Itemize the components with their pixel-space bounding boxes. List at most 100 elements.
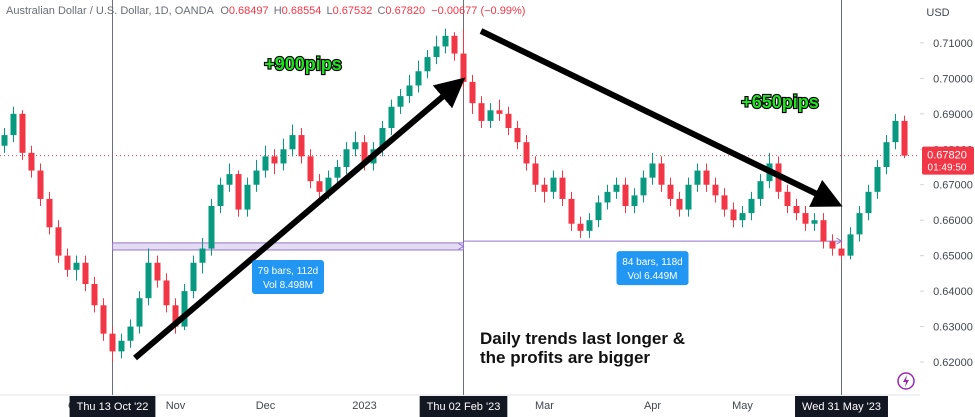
candle-body xyxy=(208,206,215,249)
candle-body xyxy=(172,305,179,327)
candle-body xyxy=(631,195,638,207)
measure-box xyxy=(252,259,324,294)
app-icon[interactable] xyxy=(897,372,915,390)
annotation-note: the profits are bigger xyxy=(480,348,650,367)
candle-body xyxy=(874,167,881,192)
y-tick-label: 0.67000 xyxy=(933,180,973,192)
candle-body xyxy=(388,106,395,129)
x-crosshair-label: Wed 31 May '23 xyxy=(802,401,881,413)
measure-label: 84 bars, 118d xyxy=(622,257,682,268)
candle-body xyxy=(46,198,53,228)
y-tick-label: 0.63000 xyxy=(933,322,973,334)
candle-body xyxy=(343,149,350,168)
candle-body xyxy=(226,174,233,185)
candle-body xyxy=(541,184,548,192)
candle-body xyxy=(883,142,890,168)
ohlc-value: 0.68554 xyxy=(282,5,322,17)
candle-body xyxy=(559,177,566,199)
y-tick-label: 0.71000 xyxy=(933,38,973,50)
candle-body xyxy=(307,156,314,182)
annotation-pips: +650pips xyxy=(741,92,819,112)
candle-body xyxy=(811,220,818,224)
candle-body xyxy=(127,326,134,341)
x-crosshair-label: Thu 02 Feb '23 xyxy=(427,401,501,413)
candle-body xyxy=(442,35,449,47)
candle-body xyxy=(325,177,332,192)
candle-body xyxy=(55,227,62,256)
candle-body xyxy=(577,223,584,231)
x-tick-label: Mar xyxy=(535,400,554,412)
price-axis-bg xyxy=(920,0,975,417)
candle-body xyxy=(334,167,341,178)
candle-body xyxy=(667,184,674,199)
symbol: Australian Dollar / U.S. Dollar, 1D, OAN… xyxy=(6,5,215,17)
ohlc-key: C xyxy=(377,5,385,17)
candle-body xyxy=(451,35,458,54)
candle-body xyxy=(802,213,809,224)
ohlc-value: 0.67820 xyxy=(385,5,425,17)
candle-body xyxy=(424,57,431,72)
x-crosshair-box xyxy=(69,396,156,417)
candle-body xyxy=(748,198,755,214)
candle-body xyxy=(793,206,800,214)
measure-arrow xyxy=(458,243,465,250)
candle-body xyxy=(838,248,845,256)
candle-body xyxy=(64,255,71,270)
ohlc-value: 0.68497 xyxy=(229,5,269,17)
last-price-label: 0.67820 xyxy=(927,150,967,162)
candle-body xyxy=(82,262,89,285)
candle-body xyxy=(640,177,647,196)
ohlc-value: 0.67532 xyxy=(333,5,373,17)
candle-body xyxy=(190,262,197,292)
header: Australian Dollar / U.S. Dollar, 1D, OAN… xyxy=(6,5,525,17)
candle-body xyxy=(253,170,260,185)
y-tick-label: 0.70000 xyxy=(933,73,973,85)
candle-body xyxy=(415,71,422,86)
y-tick-label: 0.69000 xyxy=(933,109,973,121)
candle-body xyxy=(10,113,17,136)
candle-body xyxy=(145,262,152,299)
candle-body xyxy=(163,280,170,306)
candle-body xyxy=(28,152,35,171)
candle-body xyxy=(523,142,530,164)
last-price-box xyxy=(922,146,974,175)
candle-body xyxy=(406,85,413,97)
candle-body xyxy=(649,163,656,178)
ohlc-key: O xyxy=(220,5,229,17)
candle-body xyxy=(676,198,683,210)
candle-body xyxy=(568,198,575,224)
candle-body xyxy=(100,305,107,334)
candle-body xyxy=(721,195,728,210)
candle-body xyxy=(712,184,719,196)
measure-arrow xyxy=(836,237,843,245)
measure-label: Vol 6.449M xyxy=(627,271,677,282)
x-tick-label: May xyxy=(732,400,753,412)
candle-body xyxy=(154,262,161,281)
currency: USD xyxy=(926,7,949,19)
candle-body xyxy=(91,284,98,306)
y-tick-label: 0.62000 xyxy=(933,357,973,369)
candle-body xyxy=(136,298,143,327)
candle-body xyxy=(622,184,629,207)
candle-body xyxy=(19,113,26,153)
candle-body xyxy=(703,170,710,185)
candle-body xyxy=(685,184,692,210)
candle-body xyxy=(505,113,512,129)
candle-body xyxy=(856,213,863,235)
x-tick-label: 2023 xyxy=(352,400,376,412)
y-tick-label: 0.64000 xyxy=(933,286,973,298)
candle-body xyxy=(658,163,665,185)
ohlc-key: L xyxy=(326,5,332,17)
candle-body xyxy=(586,220,593,231)
candle-body xyxy=(289,135,296,150)
candle-body xyxy=(604,191,611,203)
arrow-up xyxy=(133,77,466,361)
candle-body xyxy=(316,181,323,192)
candle-body xyxy=(478,103,485,121)
candle-body xyxy=(820,220,827,242)
ohlc-key: H xyxy=(274,5,282,17)
annotation-pips: +900pips xyxy=(264,54,342,74)
